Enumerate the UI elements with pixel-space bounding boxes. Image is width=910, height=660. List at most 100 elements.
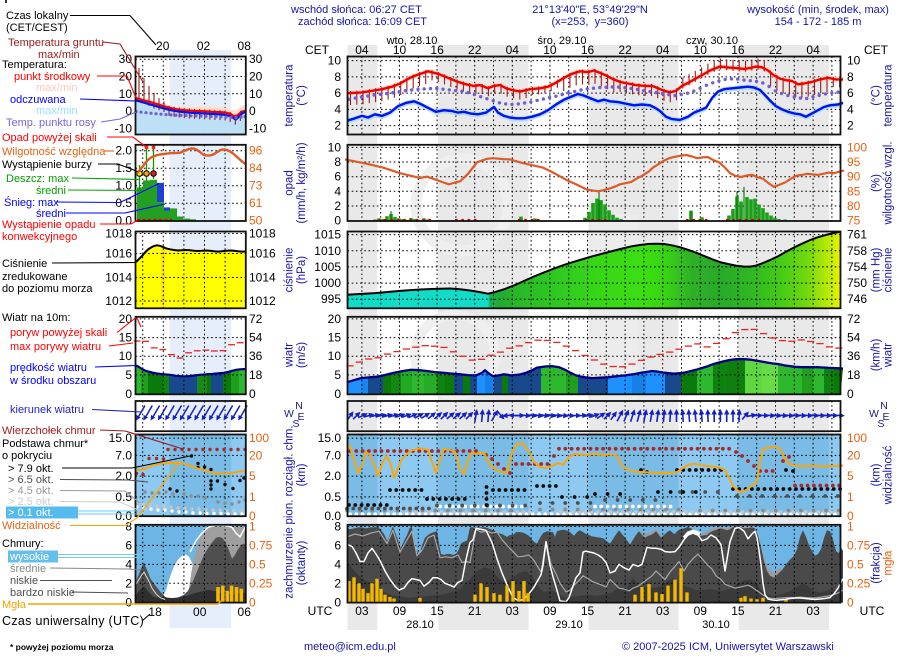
svg-text:(km): (km): [871, 463, 883, 486]
svg-text:2: 2: [334, 576, 341, 590]
svg-text:W: W: [284, 408, 294, 420]
svg-text:04: 04: [506, 43, 520, 57]
svg-text:6: 6: [125, 538, 132, 552]
svg-text:Wilgotność względna: Wilgotność względna: [2, 146, 106, 158]
svg-text:CET: CET: [305, 43, 330, 57]
svg-text:czw, 30.10: czw, 30.10: [686, 35, 738, 47]
svg-text:0.0: 0.0: [115, 509, 132, 523]
svg-text:18: 18: [148, 605, 162, 619]
svg-text:90: 90: [847, 170, 861, 184]
svg-text:7.0: 7.0: [324, 448, 341, 462]
svg-text:do poziomu morza: do poziomu morza: [2, 283, 93, 295]
svg-text:Chmury:: Chmury:: [2, 538, 44, 550]
svg-text:Widzialność: Widzialność: [2, 520, 61, 532]
svg-text:0: 0: [334, 214, 341, 228]
svg-text:08: 08: [238, 39, 252, 53]
svg-text:754: 754: [847, 260, 867, 274]
svg-text:średni: średni: [36, 185, 66, 197]
svg-text:03: 03: [355, 604, 369, 618]
svg-text:zachód słońca: 16:09 CET: zachód słońca: 16:09 CET: [298, 16, 427, 28]
svg-text:20: 20: [847, 448, 861, 462]
svg-text:10: 10: [393, 43, 407, 57]
svg-text:36: 36: [847, 349, 861, 363]
svg-text:1: 1: [249, 520, 256, 534]
svg-text:0.75: 0.75: [249, 538, 273, 552]
svg-text:UTC: UTC: [860, 604, 885, 618]
svg-text:20: 20: [119, 312, 133, 326]
svg-text:> 4.5 okt.: > 4.5 okt.: [8, 485, 54, 497]
svg-text:ciśnienie: ciśnienie: [284, 248, 296, 293]
svg-text:0.5: 0.5: [249, 557, 266, 571]
svg-text:03: 03: [506, 604, 520, 618]
svg-text:761: 761: [847, 228, 867, 242]
svg-text:prędkość wiatru: prędkość wiatru: [10, 362, 87, 374]
svg-text:CET: CET: [864, 43, 889, 57]
svg-text:1: 1: [249, 490, 256, 504]
svg-text:1.0: 1.0: [115, 179, 132, 193]
svg-text:bardzo niskie: bardzo niskie: [10, 587, 75, 599]
svg-text:o pokryciu: o pokryciu: [2, 450, 52, 462]
svg-text:4: 4: [847, 102, 854, 116]
svg-text:(oktanty): (oktanty): [296, 540, 308, 585]
svg-text:max/min: max/min: [36, 105, 78, 117]
svg-text:(°C): (°C): [296, 85, 308, 106]
svg-text:0.0: 0.0: [324, 509, 341, 523]
svg-text:wysokie: wysokie: [9, 551, 49, 563]
svg-text:6: 6: [334, 170, 341, 184]
svg-text:15: 15: [328, 331, 342, 345]
svg-text:5: 5: [125, 368, 132, 382]
svg-text:0.25: 0.25: [249, 576, 273, 590]
svg-text:ciśnienie: ciśnienie: [883, 248, 895, 293]
svg-text:> 0.1 okt.: > 0.1 okt.: [8, 507, 54, 519]
svg-text:(frakcja): (frakcja): [871, 542, 883, 584]
svg-text:(km/h): (km/h): [871, 339, 883, 372]
svg-text:(°C): (°C): [871, 85, 883, 106]
svg-text:50: 50: [249, 214, 263, 228]
svg-text:2.0: 2.0: [115, 469, 132, 483]
svg-text:36: 36: [249, 349, 263, 363]
svg-text:wiatr: wiatr: [284, 343, 296, 368]
svg-text:średni: średni: [36, 208, 66, 220]
svg-text:Opad powyżej skali: Opad powyżej skali: [2, 132, 97, 144]
svg-text:2.0: 2.0: [115, 144, 132, 158]
svg-text:(km): (km): [296, 463, 308, 486]
svg-text:Czas uniwersalny (UTC): Czas uniwersalny (UTC): [2, 614, 144, 628]
svg-text:06: 06: [238, 605, 252, 619]
svg-text:Ciśnienie: Ciśnienie: [2, 258, 47, 270]
svg-text:04: 04: [656, 43, 670, 57]
svg-text:S: S: [292, 418, 299, 430]
svg-text:wschód słońca: 06:27 CET: wschód słońca: 06:27 CET: [290, 4, 422, 16]
svg-text:30: 30: [119, 52, 133, 66]
svg-text:1016: 1016: [249, 247, 276, 261]
svg-text:80: 80: [847, 199, 861, 213]
svg-text:meteo@icm.edu.pl: meteo@icm.edu.pl: [304, 641, 396, 653]
svg-text:1000: 1000: [314, 276, 341, 290]
svg-text:758: 758: [847, 244, 867, 258]
svg-text:0: 0: [847, 387, 854, 401]
svg-text:28.10: 28.10: [406, 619, 434, 631]
svg-text:10: 10: [543, 43, 557, 57]
svg-text:0.75: 0.75: [847, 538, 871, 552]
svg-text:20: 20: [249, 70, 263, 84]
svg-text:20: 20: [249, 448, 263, 462]
svg-text:30.10: 30.10: [702, 619, 730, 631]
svg-text:6: 6: [847, 86, 854, 100]
svg-text:18: 18: [249, 368, 263, 382]
svg-text:UTC: UTC: [308, 604, 333, 618]
svg-text:03: 03: [656, 604, 670, 618]
svg-text:54: 54: [249, 331, 263, 345]
svg-text:4: 4: [334, 184, 341, 198]
svg-text:(m/s): (m/s): [296, 342, 308, 368]
svg-text:10: 10: [328, 349, 342, 363]
svg-text:61: 61: [249, 196, 263, 210]
svg-text:-10: -10: [249, 121, 267, 135]
svg-text:0: 0: [125, 387, 132, 401]
svg-text:85: 85: [847, 184, 861, 198]
svg-text:5: 5: [334, 368, 341, 382]
svg-text:max porywy wiatru: max porywy wiatru: [10, 341, 101, 353]
svg-text:995: 995: [321, 292, 341, 306]
svg-text:22: 22: [618, 43, 632, 57]
svg-text:N: N: [880, 400, 888, 412]
svg-text:09: 09: [543, 604, 557, 618]
svg-text:4: 4: [334, 102, 341, 116]
